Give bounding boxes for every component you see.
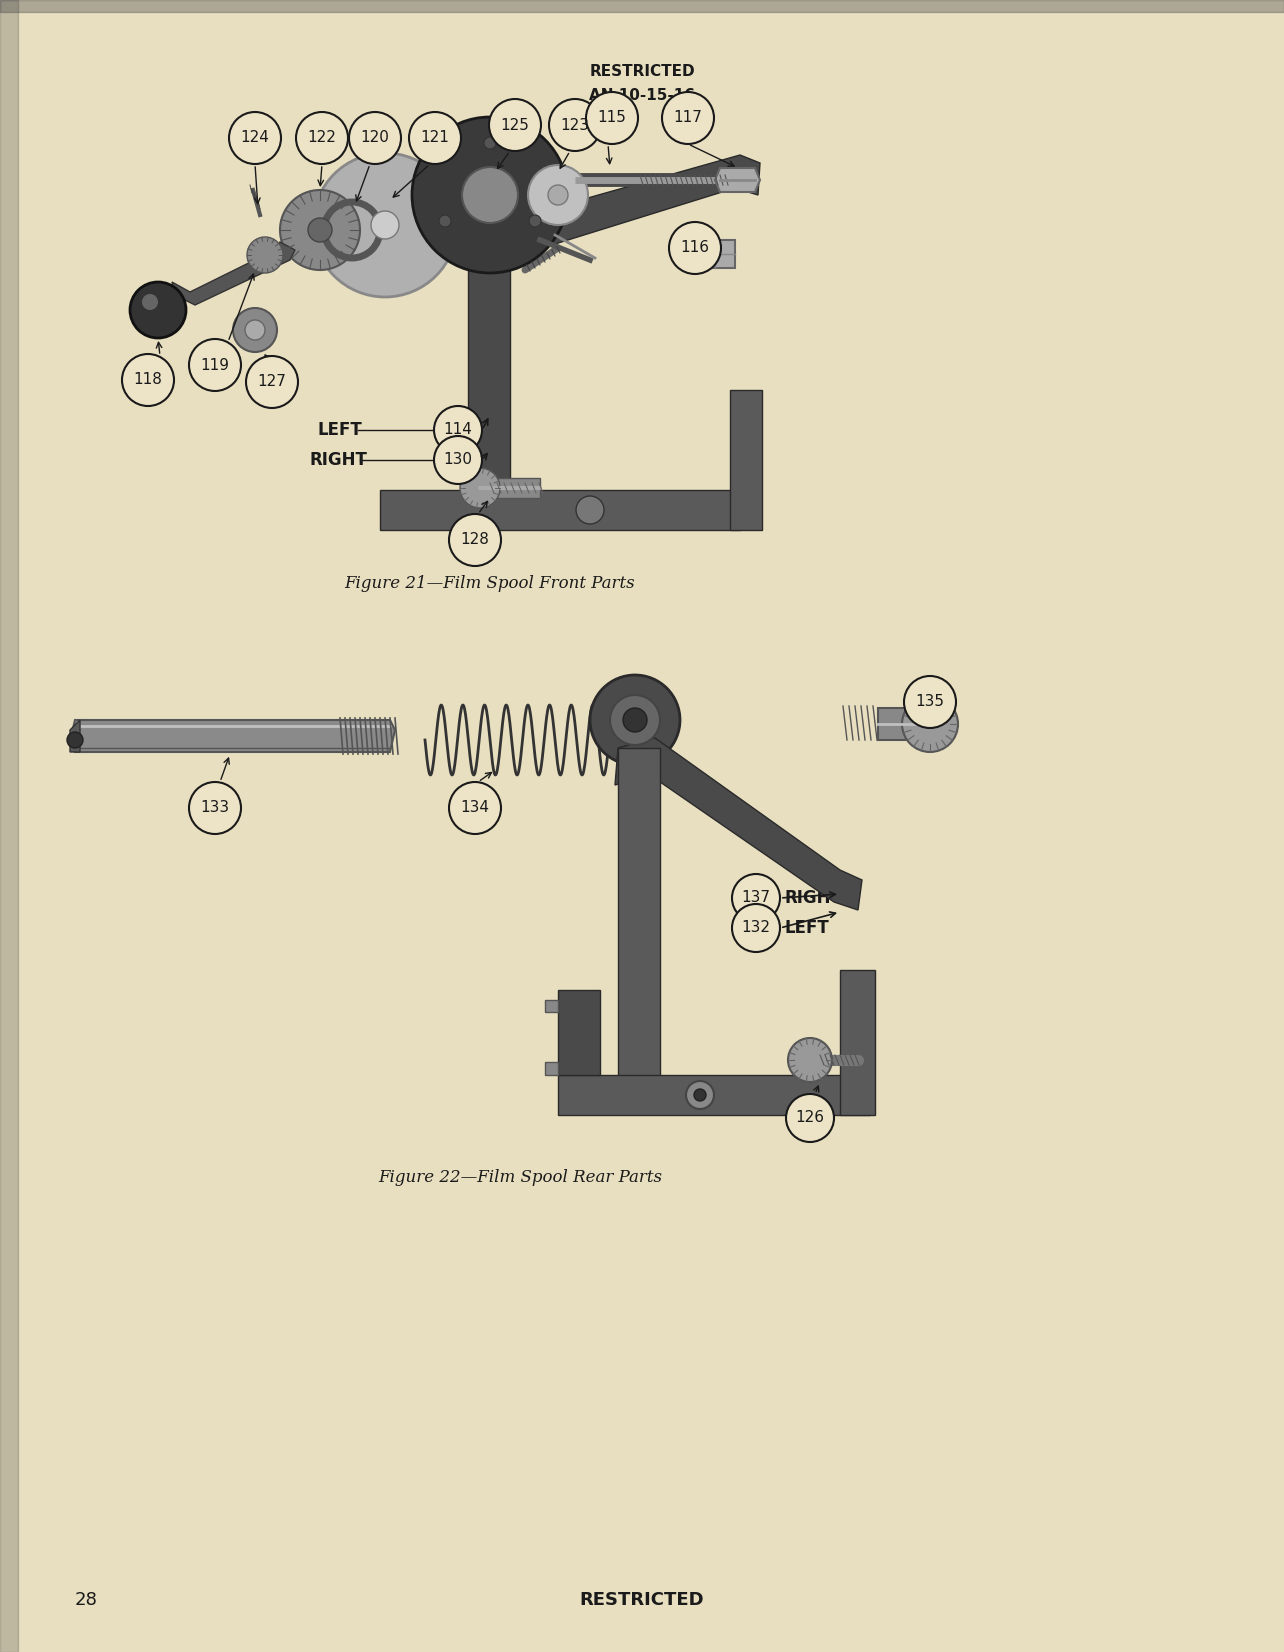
Circle shape <box>669 221 722 274</box>
Text: 133: 133 <box>200 801 230 816</box>
Text: LEFT: LEFT <box>785 919 829 937</box>
Text: RIGHT: RIGHT <box>309 451 369 469</box>
Circle shape <box>189 781 241 834</box>
Circle shape <box>449 781 501 834</box>
Text: LEFT: LEFT <box>318 421 363 439</box>
Text: RESTRICTED: RESTRICTED <box>579 1591 705 1609</box>
Text: 126: 126 <box>796 1110 824 1125</box>
Circle shape <box>245 320 265 340</box>
Circle shape <box>229 112 281 164</box>
Circle shape <box>189 339 241 392</box>
Circle shape <box>412 117 568 273</box>
Text: 128: 128 <box>461 532 489 547</box>
Polygon shape <box>71 720 395 752</box>
Circle shape <box>449 514 501 567</box>
Circle shape <box>247 236 282 273</box>
Circle shape <box>901 695 958 752</box>
Circle shape <box>122 354 175 406</box>
Circle shape <box>693 1089 706 1100</box>
Circle shape <box>484 137 496 149</box>
Polygon shape <box>731 390 761 530</box>
Text: 115: 115 <box>597 111 627 126</box>
Circle shape <box>663 93 714 144</box>
Circle shape <box>732 874 779 922</box>
Polygon shape <box>559 1075 871 1115</box>
Circle shape <box>528 165 588 225</box>
Circle shape <box>143 294 158 311</box>
Circle shape <box>788 1037 832 1082</box>
Text: 137: 137 <box>741 890 770 905</box>
Circle shape <box>577 496 603 524</box>
Circle shape <box>67 732 83 748</box>
Text: 134: 134 <box>461 801 489 816</box>
Text: 127: 127 <box>258 375 286 390</box>
Circle shape <box>732 904 779 952</box>
Circle shape <box>434 406 482 454</box>
Text: 114: 114 <box>443 423 473 438</box>
Text: 118: 118 <box>134 372 163 388</box>
Circle shape <box>586 93 638 144</box>
Text: 116: 116 <box>681 241 710 256</box>
Circle shape <box>280 190 360 269</box>
Circle shape <box>297 112 348 164</box>
Circle shape <box>489 99 541 150</box>
Circle shape <box>623 709 647 732</box>
Circle shape <box>130 282 186 339</box>
Polygon shape <box>715 169 760 192</box>
Circle shape <box>462 167 517 223</box>
Polygon shape <box>878 709 930 740</box>
Text: 124: 124 <box>240 131 270 145</box>
Polygon shape <box>840 970 874 1115</box>
Polygon shape <box>467 155 760 268</box>
Polygon shape <box>615 738 862 910</box>
Circle shape <box>686 1080 714 1108</box>
Text: 132: 132 <box>741 920 770 935</box>
Text: RESTRICTED: RESTRICTED <box>589 64 695 79</box>
Circle shape <box>439 215 451 226</box>
Text: 121: 121 <box>421 131 449 145</box>
Text: 117: 117 <box>674 111 702 126</box>
Polygon shape <box>695 240 734 268</box>
Polygon shape <box>172 241 295 306</box>
Polygon shape <box>618 748 660 1095</box>
Circle shape <box>313 154 457 297</box>
Text: 130: 130 <box>443 453 473 468</box>
Circle shape <box>349 112 401 164</box>
Text: 125: 125 <box>501 117 529 132</box>
Circle shape <box>434 436 482 484</box>
Circle shape <box>410 112 461 164</box>
Text: 123: 123 <box>561 117 589 132</box>
Circle shape <box>591 676 681 765</box>
Polygon shape <box>467 195 510 501</box>
Circle shape <box>308 218 333 241</box>
Circle shape <box>247 355 298 408</box>
Circle shape <box>529 215 541 226</box>
Polygon shape <box>480 477 541 497</box>
Circle shape <box>904 676 957 729</box>
Text: 28: 28 <box>74 1591 98 1609</box>
Text: Figure 22—Film Spool Rear Parts: Figure 22—Film Spool Rear Parts <box>377 1170 663 1186</box>
Circle shape <box>786 1094 835 1142</box>
Text: 120: 120 <box>361 131 389 145</box>
Text: Figure 21—Film Spool Front Parts: Figure 21—Film Spool Front Parts <box>344 575 636 593</box>
Circle shape <box>610 695 660 745</box>
Circle shape <box>550 99 601 150</box>
Text: RIGHT: RIGHT <box>785 889 842 907</box>
Text: 122: 122 <box>308 131 336 145</box>
Circle shape <box>371 211 399 240</box>
Circle shape <box>460 468 499 509</box>
Circle shape <box>548 185 568 205</box>
Polygon shape <box>544 1062 559 1075</box>
Polygon shape <box>559 990 600 1075</box>
Polygon shape <box>380 491 740 530</box>
Polygon shape <box>71 720 80 752</box>
Polygon shape <box>544 999 559 1013</box>
Text: 119: 119 <box>200 357 230 372</box>
Circle shape <box>232 307 277 352</box>
Text: 135: 135 <box>915 694 945 709</box>
Text: AN 10-15-16: AN 10-15-16 <box>589 88 695 102</box>
